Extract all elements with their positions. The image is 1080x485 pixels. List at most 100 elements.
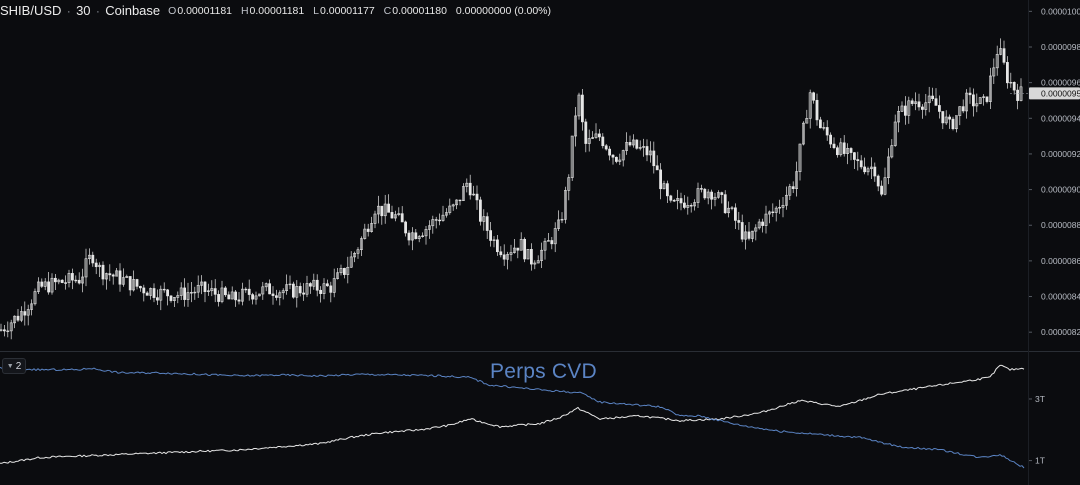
candle[interactable] bbox=[315, 274, 319, 297]
candle[interactable] bbox=[427, 220, 431, 239]
candle[interactable] bbox=[207, 283, 210, 296]
candle[interactable] bbox=[387, 194, 391, 213]
candle[interactable] bbox=[217, 290, 221, 307]
candle[interactable] bbox=[139, 285, 142, 292]
candle[interactable] bbox=[880, 180, 884, 197]
candle[interactable] bbox=[499, 246, 503, 258]
candle[interactable] bbox=[370, 216, 374, 233]
candle[interactable] bbox=[332, 268, 336, 298]
candle[interactable] bbox=[679, 192, 683, 211]
candle[interactable] bbox=[890, 139, 894, 159]
candle[interactable] bbox=[237, 291, 241, 305]
candle[interactable] bbox=[914, 92, 918, 111]
candle[interactable] bbox=[50, 273, 54, 295]
candle[interactable] bbox=[115, 268, 119, 277]
candle[interactable] bbox=[329, 281, 333, 303]
candle[interactable] bbox=[349, 251, 353, 268]
candle[interactable] bbox=[682, 195, 686, 210]
candle[interactable] bbox=[917, 93, 921, 111]
candle[interactable] bbox=[937, 95, 941, 119]
candle[interactable] bbox=[523, 237, 527, 263]
candle[interactable] bbox=[502, 244, 506, 266]
candle[interactable] bbox=[190, 282, 193, 303]
candle[interactable] bbox=[570, 135, 574, 181]
candle[interactable] bbox=[727, 201, 731, 218]
candle[interactable] bbox=[652, 141, 656, 174]
candle[interactable] bbox=[669, 194, 673, 203]
candle[interactable] bbox=[655, 155, 659, 171]
candle[interactable] bbox=[645, 139, 649, 162]
candle[interactable] bbox=[965, 89, 969, 119]
candle[interactable] bbox=[271, 286, 275, 305]
candle[interactable] bbox=[1002, 40, 1006, 65]
candle[interactable] bbox=[805, 109, 809, 124]
candle[interactable] bbox=[278, 290, 282, 306]
candle[interactable] bbox=[672, 198, 676, 203]
candle[interactable] bbox=[856, 151, 860, 171]
candle[interactable] bbox=[737, 211, 741, 230]
candle[interactable] bbox=[404, 220, 408, 237]
candle[interactable] bbox=[84, 248, 88, 287]
candle[interactable] bbox=[723, 190, 727, 214]
candle[interactable] bbox=[815, 93, 819, 126]
candle[interactable] bbox=[465, 178, 469, 193]
candle[interactable] bbox=[295, 280, 299, 308]
candle[interactable] bbox=[781, 196, 785, 218]
candle[interactable] bbox=[64, 275, 68, 290]
candle[interactable] bbox=[431, 215, 435, 234]
candle[interactable] bbox=[302, 283, 306, 301]
candle[interactable] bbox=[448, 198, 452, 215]
candle[interactable] bbox=[985, 96, 989, 104]
candle[interactable] bbox=[863, 157, 867, 175]
candle[interactable] bbox=[638, 140, 642, 151]
candle[interactable] bbox=[557, 210, 561, 231]
candle[interactable] bbox=[183, 278, 187, 307]
candle[interactable] bbox=[563, 186, 567, 224]
candle[interactable] bbox=[526, 249, 530, 260]
candle[interactable] bbox=[441, 205, 445, 222]
candle[interactable] bbox=[747, 221, 751, 241]
candle[interactable] bbox=[992, 58, 996, 84]
candle[interactable] bbox=[251, 292, 255, 305]
candle[interactable] bbox=[808, 89, 812, 129]
candle[interactable] bbox=[444, 208, 448, 218]
candle[interactable] bbox=[81, 268, 85, 293]
candle[interactable] bbox=[784, 186, 788, 210]
candle[interactable] bbox=[941, 111, 945, 130]
candle[interactable] bbox=[628, 135, 632, 147]
candle[interactable] bbox=[533, 260, 537, 270]
candle[interactable] bbox=[506, 251, 510, 270]
candle[interactable] bbox=[373, 210, 377, 229]
candle[interactable] bbox=[665, 180, 669, 203]
candle[interactable] bbox=[176, 291, 180, 304]
candle[interactable] bbox=[920, 104, 924, 119]
candle[interactable] bbox=[608, 146, 612, 161]
candle[interactable] bbox=[40, 278, 44, 289]
candle[interactable] bbox=[778, 199, 782, 214]
candle[interactable] bbox=[30, 299, 34, 316]
candle[interactable] bbox=[125, 274, 129, 279]
candle[interactable] bbox=[954, 115, 958, 133]
candle[interactable] bbox=[128, 276, 132, 296]
candle[interactable] bbox=[489, 222, 493, 247]
candle[interactable] bbox=[244, 287, 248, 293]
candle[interactable] bbox=[264, 282, 268, 292]
candle[interactable] bbox=[924, 93, 928, 116]
candle[interactable] bbox=[241, 282, 244, 306]
candle[interactable] bbox=[156, 289, 159, 305]
candle[interactable] bbox=[642, 138, 646, 157]
candle[interactable] bbox=[353, 251, 357, 263]
candle[interactable] bbox=[305, 275, 309, 298]
candle[interactable] bbox=[577, 92, 581, 120]
candle[interactable] bbox=[1012, 81, 1016, 95]
candle[interactable] bbox=[536, 255, 540, 264]
candle[interactable] bbox=[951, 116, 955, 131]
candle[interactable] bbox=[764, 205, 768, 234]
candle[interactable] bbox=[635, 139, 639, 150]
candle[interactable] bbox=[359, 236, 363, 256]
candle[interactable] bbox=[224, 286, 227, 297]
candle[interactable] bbox=[410, 227, 414, 251]
candle[interactable] bbox=[455, 199, 459, 210]
last-price-tag[interactable] bbox=[1029, 87, 1080, 100]
candle[interactable] bbox=[706, 189, 710, 205]
